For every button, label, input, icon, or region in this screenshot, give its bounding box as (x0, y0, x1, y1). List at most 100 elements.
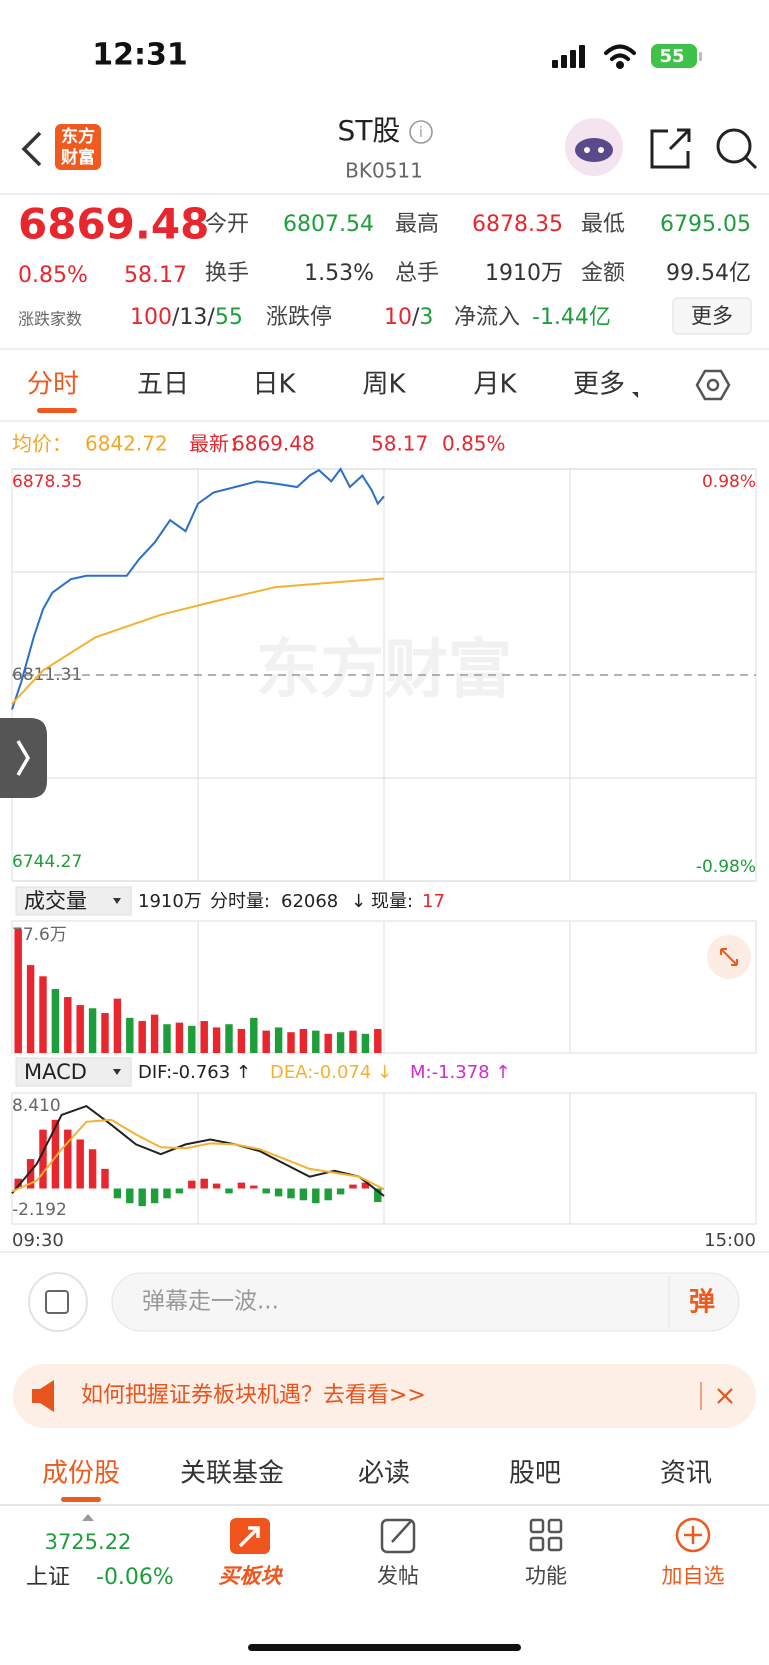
settings-icon[interactable] (695, 369, 731, 401)
macd-bar (200, 1178, 208, 1189)
battery-level: 55 (659, 46, 684, 67)
macd-selector[interactable] (15, 1057, 132, 1087)
macd-bar (212, 1183, 221, 1189)
intraday-header: 6842.72 (85, 432, 168, 456)
volume-bar (274, 1027, 283, 1053)
danmu-input[interactable] (111, 1272, 740, 1332)
function-icon[interactable] (529, 1518, 563, 1552)
volume-bar (324, 1033, 332, 1053)
stat-value: 1910万 (485, 261, 563, 286)
macd-bar (374, 1188, 382, 1203)
bottom-tab[interactable]: 资讯 (660, 1459, 712, 1489)
chart-tab[interactable]: 更多 (573, 370, 625, 400)
back-button[interactable] (21, 131, 42, 167)
volume-bar (101, 1013, 109, 1053)
volume-bar (14, 929, 22, 1053)
share-icon[interactable] (650, 128, 691, 169)
clock: 12:31 (92, 38, 188, 73)
battery (651, 44, 697, 68)
macd-bar (150, 1188, 159, 1204)
more-button[interactable] (672, 297, 752, 335)
stat-label: 最低 (581, 212, 625, 237)
macd-bar (51, 1119, 60, 1189)
side-drawer-arrow (16, 740, 31, 776)
x-tick-label: 15:00 (704, 1230, 756, 1251)
macd-bar (26, 1159, 35, 1189)
chart-tab[interactable]: 分时 (27, 370, 79, 400)
breadth: 100/13/55 (130, 305, 243, 330)
volume-bar (113, 998, 122, 1053)
toolbar-label[interactable]: 功能 (525, 1564, 567, 1588)
limit-label: 涨跌停 (266, 305, 332, 330)
index-name: 上证 (26, 1565, 70, 1590)
more-triangle (632, 392, 638, 398)
series-line (11, 1118, 385, 1193)
toolbar-label[interactable]: 加自选 (662, 1564, 725, 1588)
chart-tab[interactable]: 日K (252, 370, 296, 400)
intraday-header: 最新： (189, 432, 249, 456)
side-drawer-handle[interactable] (0, 718, 47, 798)
y-tick-label: 77.6万 (12, 925, 67, 945)
info-icon[interactable] (409, 120, 433, 144)
toolbar-label[interactable]: 发帖 (377, 1564, 419, 1588)
series-line (11, 577, 385, 705)
volume-bar (64, 997, 72, 1053)
danmu-button[interactable]: 弹 (689, 1288, 715, 1318)
post-icon[interactable] (380, 1518, 416, 1554)
volume-bar (262, 1030, 270, 1053)
macd-bar (113, 1188, 122, 1199)
tab-underline (61, 1497, 101, 1502)
chart-tab[interactable]: 五日 (137, 370, 189, 400)
volume-selector[interactable] (15, 886, 132, 916)
intraday-header: 0.85% (442, 432, 506, 456)
bottom-tab[interactable]: 必读 (358, 1459, 410, 1489)
comment-icon (45, 1290, 69, 1314)
y-tick-label: 6811.31 (12, 665, 82, 685)
chart-tab[interactable]: 周K (362, 370, 406, 400)
stock-code: BK0511 (345, 159, 423, 183)
volume-bar (88, 1008, 97, 1053)
chart-tab[interactable]: 月K (473, 370, 517, 400)
volume-bar (225, 1024, 233, 1053)
volume-bar (163, 1024, 171, 1053)
comment-list-button[interactable] (28, 1272, 88, 1332)
bottom-tab[interactable]: 成份股 (42, 1459, 120, 1489)
stat-value: 6807.54 (283, 212, 374, 237)
macd-bar (299, 1188, 308, 1201)
close-icon[interactable] (717, 1388, 733, 1404)
volume-header: 1910万 (138, 891, 202, 912)
volume-bar (138, 1021, 146, 1053)
search-icon[interactable] (716, 128, 758, 170)
info-glyph: i (419, 125, 423, 141)
volume-header: 成交量 (24, 889, 87, 913)
x-tick-label: 09:30 (12, 1230, 64, 1251)
intraday-header: 均价： (12, 432, 72, 456)
banner[interactable] (13, 1364, 756, 1428)
macd-bar (225, 1188, 233, 1194)
macd-bar (126, 1188, 134, 1204)
banner-text[interactable]: 如何把握证券板块机遇？去看看>> (81, 1383, 426, 1408)
logo-text: 东方 (61, 126, 95, 147)
bottom-tab[interactable]: 股吧 (509, 1459, 561, 1489)
toolbar-label[interactable]: 买板块 (219, 1564, 284, 1588)
volume-bar (336, 1032, 345, 1053)
breadth-part: 13 (179, 305, 207, 330)
signal-icon (552, 45, 585, 68)
series-line (11, 467, 385, 710)
volume-bar (349, 1030, 357, 1053)
volume-bar (76, 1005, 84, 1053)
macd-bar (175, 1188, 184, 1194)
macd-bar (274, 1188, 283, 1197)
flow-label: 净流入 (454, 305, 520, 330)
stat-label: 最高 (395, 212, 439, 237)
bottom-tab[interactable]: 关联基金 (180, 1459, 284, 1489)
watermark: 东方财富 (256, 634, 512, 708)
add-watch-icon[interactable] (675, 1517, 711, 1553)
stat-label: 总手 (395, 261, 439, 286)
page-title: ST股 (338, 114, 401, 147)
home-indicator (248, 1644, 521, 1651)
avatar-eye (584, 147, 590, 153)
macd-bar (349, 1184, 357, 1189)
volume-bar (150, 1014, 159, 1053)
